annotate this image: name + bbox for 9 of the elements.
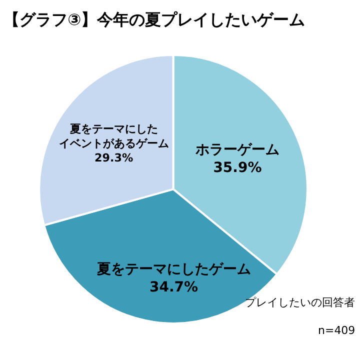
text: n=409 (318, 324, 356, 337)
slice-label: 夏をテーマにしたゲーム (96, 261, 251, 278)
text: プレイしたいの回答者 (245, 296, 355, 309)
data-label: 29.3% (94, 152, 134, 165)
chart-title: 【グラフ③】今年の夏プレイしたいゲーム (4, 10, 306, 29)
data-label: 35.9% (213, 160, 262, 176)
slice-label: 夏をテーマにしたイベントがあるゲーム (58, 122, 169, 150)
data-label: 34.7% (149, 280, 198, 296)
slice-label: ホラーゲーム (194, 142, 280, 158)
